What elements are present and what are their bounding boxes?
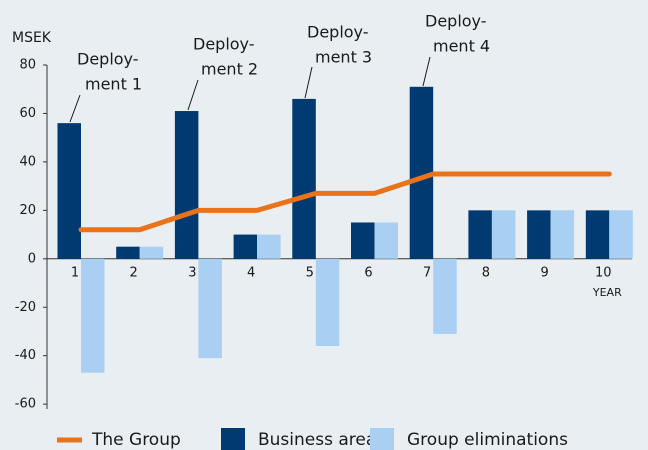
bar [315, 258, 340, 347]
x-tick-label: 10 [595, 265, 612, 280]
bar [374, 222, 398, 259]
annotation-leader [304, 66, 313, 99]
y-tick-label: 40 [19, 154, 36, 169]
bar [257, 234, 281, 259]
bar [409, 86, 434, 259]
x-tick-label: 2 [130, 265, 138, 280]
bar [609, 210, 633, 259]
bar [139, 246, 164, 259]
y-tick-label: 0 [28, 251, 36, 266]
legend-swatch [221, 428, 245, 450]
x-tick-label: 3 [188, 265, 196, 280]
bar [233, 234, 258, 259]
annotation: Deploy- [307, 23, 369, 42]
x-tick-label: 9 [540, 265, 548, 280]
bar [292, 98, 316, 259]
bar [351, 222, 375, 259]
x-tick-label: 6 [364, 265, 372, 280]
bar [527, 210, 551, 259]
annotation: Deploy- [77, 50, 139, 69]
legend-label: The Group [91, 430, 181, 450]
annotation: ment 1 [85, 75, 142, 94]
annotation-leader [69, 94, 81, 123]
bar [116, 246, 140, 259]
y-tick-label: -60 [15, 397, 36, 412]
bar [174, 111, 199, 259]
bar [468, 210, 492, 259]
bar [550, 210, 575, 259]
x-tick-label: 8 [482, 265, 490, 280]
annotation: ment 4 [433, 37, 490, 56]
bar [198, 258, 222, 359]
bar [491, 210, 516, 259]
annotation: Deploy- [425, 12, 487, 31]
y-tick-label: 80 [19, 58, 36, 73]
bar [57, 123, 81, 259]
x-tick-label: 5 [306, 265, 314, 280]
y-tick-label: -20 [15, 300, 36, 315]
annotation-leader [422, 56, 431, 87]
line-series [78, 171, 612, 233]
y-tick-label: 20 [19, 203, 36, 218]
legend-label: Group eliminations [407, 430, 568, 450]
y-tick-label: -40 [15, 348, 36, 363]
bar [81, 258, 105, 373]
x-tick-label: 7 [423, 265, 431, 280]
annotation: ment 2 [201, 60, 258, 79]
y-tick-label: 60 [19, 106, 36, 121]
bar [433, 258, 457, 334]
legend-swatch [370, 428, 394, 450]
legend-label: Business area [258, 430, 376, 450]
x-tick-label: 1 [71, 265, 79, 280]
x-tick-label: 4 [247, 265, 255, 280]
y-axis-label: MSEK [12, 30, 52, 46]
annotation: Deploy- [193, 35, 255, 54]
annotation: ment 3 [315, 48, 372, 67]
bar [585, 210, 610, 259]
annotation-leader [187, 79, 199, 111]
x-axis-label: YEAR [592, 286, 622, 299]
